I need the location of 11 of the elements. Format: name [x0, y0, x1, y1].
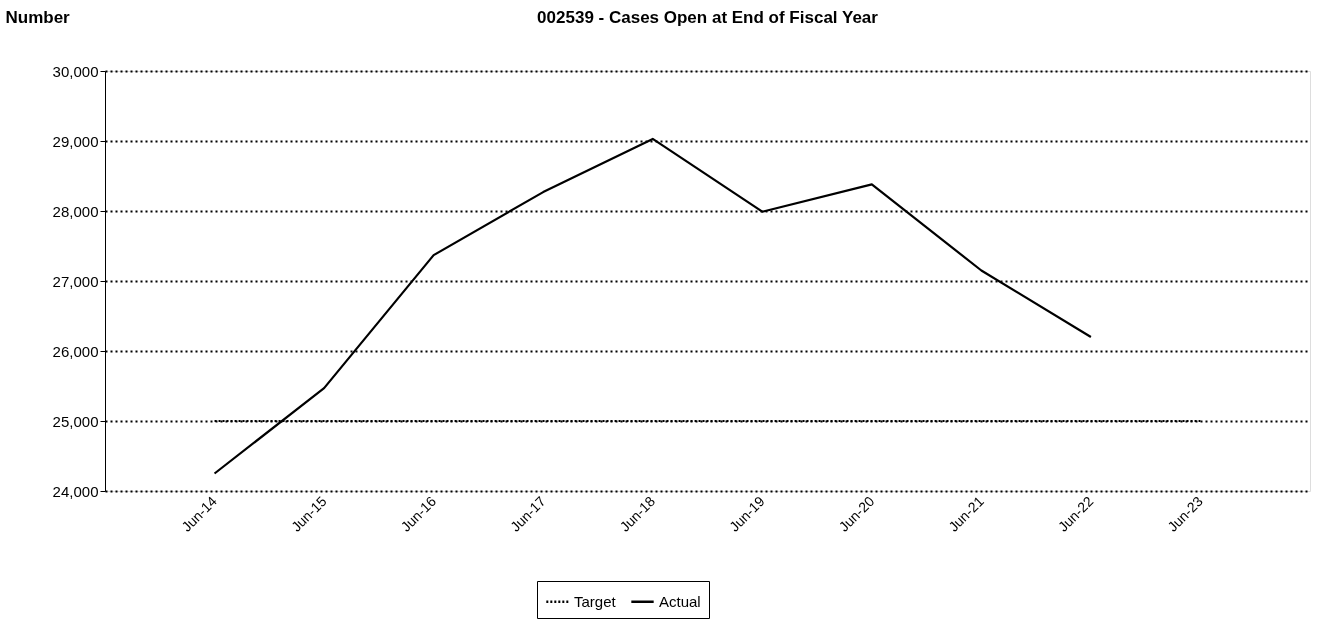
y-tick-label: 25,000 [52, 412, 99, 430]
chart-title: 002539 - Cases Open at End of Fiscal Year [537, 8, 879, 27]
y-tick-label: 27,000 [52, 272, 99, 290]
y-tick-label: 30,000 [52, 62, 99, 80]
y-tick-label: 24,000 [52, 482, 99, 500]
legend-label: Target [574, 592, 617, 610]
legend-label: Actual [659, 592, 701, 610]
y-tick-label: 29,000 [52, 132, 99, 150]
y-tick-label: 26,000 [52, 342, 99, 360]
y-tick-label: 28,000 [52, 202, 99, 220]
y-axis-title: Number [5, 7, 71, 27]
